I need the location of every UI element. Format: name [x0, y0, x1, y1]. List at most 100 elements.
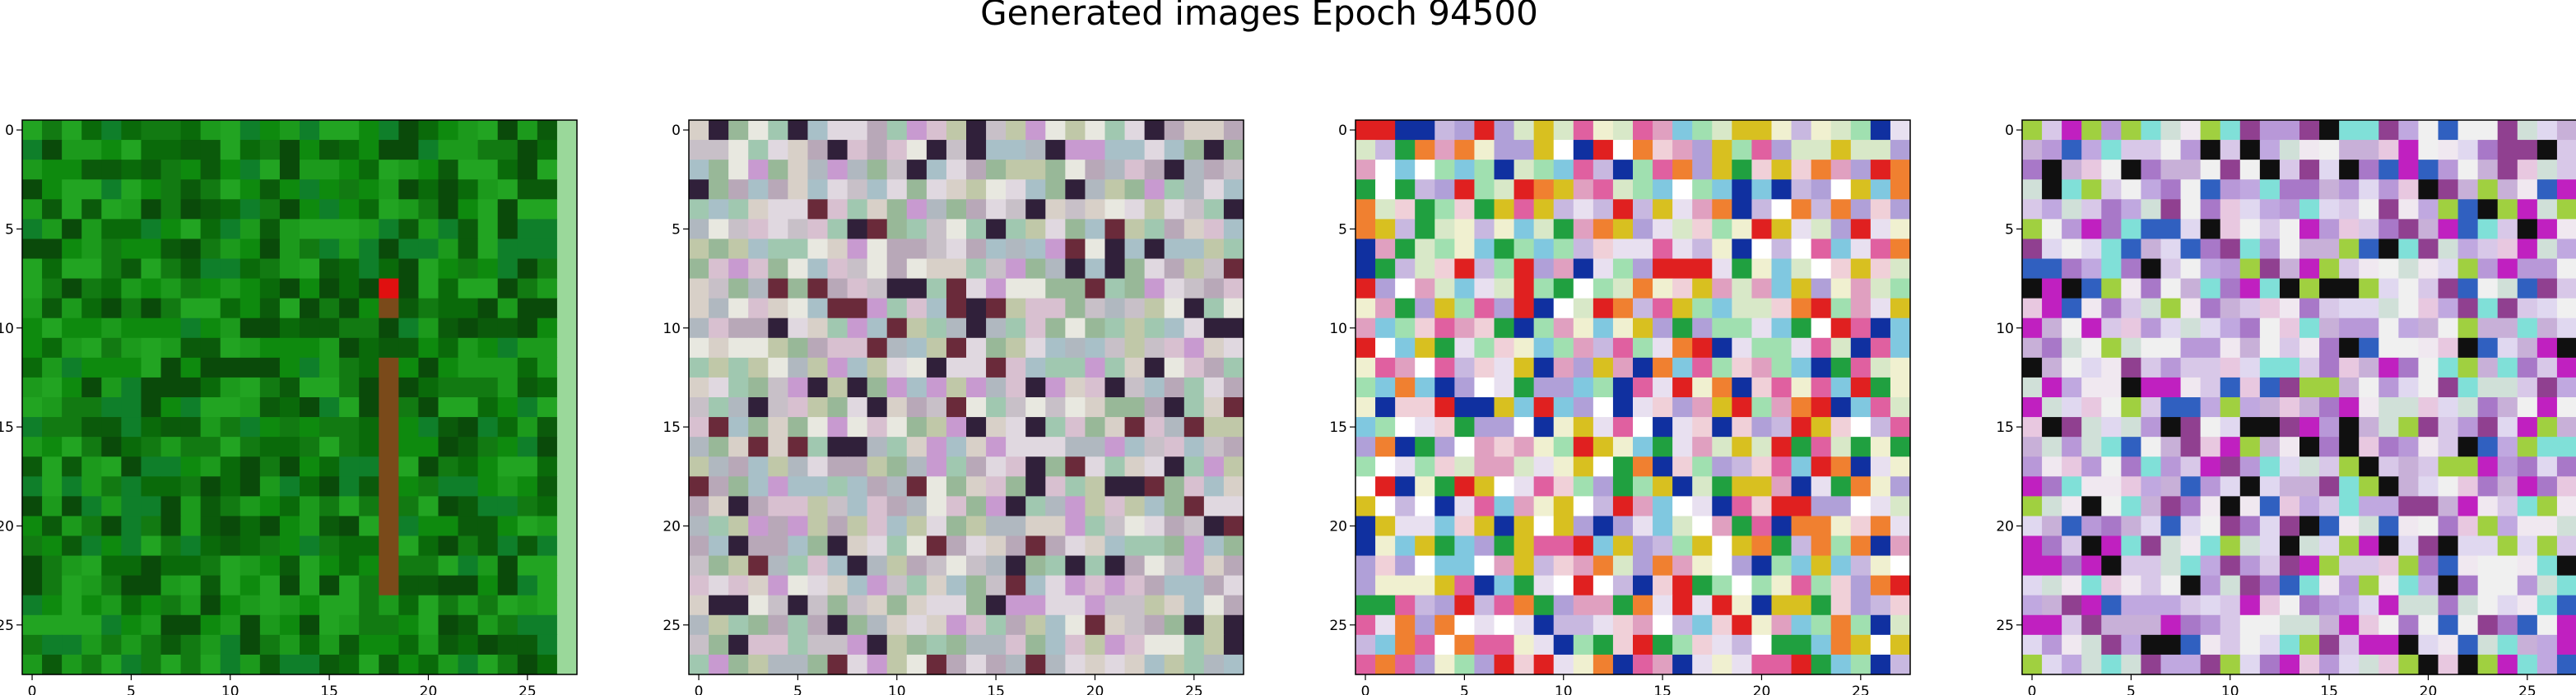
pixel-cell — [1025, 614, 1046, 636]
pixel-cell — [2398, 239, 2420, 260]
pixel-cell — [1811, 298, 1832, 319]
pixel-cell — [1375, 456, 1396, 477]
pixel-cell — [319, 437, 340, 457]
pixel-cell — [1890, 239, 1911, 260]
pixel-cell — [398, 140, 420, 160]
pixel-cell — [2101, 437, 2122, 457]
pixel-cell — [1791, 179, 1812, 200]
pixel-cell — [1223, 397, 1244, 418]
pixel-cell — [2457, 496, 2479, 517]
pixel-cell — [477, 397, 499, 418]
pixel-cell — [1223, 120, 1244, 141]
pixel-cell — [220, 496, 241, 517]
pixel-cell — [1870, 417, 1891, 438]
pixel-cell — [2042, 575, 2062, 596]
pixel-cell — [906, 179, 928, 200]
pixel-cell — [1434, 456, 1455, 477]
pixel-cell — [42, 476, 63, 497]
pixel-cell — [1850, 298, 1872, 319]
pixel-cell — [22, 575, 43, 596]
pixel-cell — [867, 555, 888, 577]
pixel-cell — [2220, 476, 2241, 497]
pixel-cell — [2259, 377, 2281, 398]
pixel-cell — [2556, 437, 2576, 457]
pixel-cell — [689, 140, 709, 160]
pixel-cell — [1732, 417, 1753, 438]
pixel-cell — [728, 516, 749, 537]
pixel-cell — [2141, 160, 2162, 180]
pixel-cell — [279, 476, 300, 497]
pixel-cell — [42, 654, 63, 675]
pixel-cell — [22, 219, 43, 240]
pixel-cell — [2398, 476, 2420, 497]
pixel-cell — [2319, 317, 2340, 339]
pixel-cell — [1633, 654, 1653, 675]
pixel-cell — [966, 535, 987, 557]
pixel-cell — [537, 258, 558, 280]
pixel-cell — [1454, 654, 1476, 675]
pixel-cell — [1553, 575, 1574, 596]
pixel-cell — [101, 634, 122, 656]
pixel-cell — [1006, 179, 1026, 200]
y-tick-label: 25 — [0, 618, 14, 634]
pixel-cell — [1183, 614, 1205, 636]
pixel-cell — [1375, 496, 1396, 517]
pixel-cell — [847, 437, 868, 457]
pixel-cell — [728, 437, 749, 457]
pixel-cell — [807, 160, 829, 180]
pixel-cell — [768, 179, 788, 200]
pixel-cell — [2062, 634, 2082, 656]
pixel-cell — [1890, 575, 1911, 596]
pixel-cell — [1791, 535, 1812, 557]
pixel-cell — [438, 298, 459, 319]
pixel-cell — [886, 337, 908, 359]
pixel-cell — [2022, 199, 2043, 220]
pixel-cell — [259, 278, 281, 299]
pixel-cell — [1751, 179, 1773, 200]
pixel-cell — [339, 298, 360, 319]
pixel-cell — [2517, 317, 2538, 339]
pixel-cell — [2536, 634, 2558, 656]
pixel-cell — [62, 535, 82, 557]
pixel-cell — [2022, 160, 2043, 180]
pixel-cell — [200, 199, 221, 220]
pixel-cell — [2378, 437, 2399, 457]
pixel-cell — [966, 258, 987, 280]
pixel-cell — [728, 614, 749, 636]
pixel-cell — [1045, 535, 1066, 557]
pixel-cell — [807, 120, 829, 141]
pixel-cell — [827, 535, 849, 557]
pixel-cell — [42, 120, 63, 141]
pixel-cell — [2180, 595, 2202, 616]
pixel-cell — [1494, 417, 1515, 438]
pixel-cell — [2279, 239, 2300, 260]
pixel-cell — [1124, 219, 1146, 240]
pixel-cell — [788, 437, 809, 457]
pixel-cell — [966, 337, 987, 359]
pixel-cell — [1375, 654, 1396, 675]
pixel-cell — [1612, 140, 1634, 160]
pixel-cell — [2220, 634, 2241, 656]
pixel-cell — [926, 614, 947, 636]
pixel-cell — [438, 614, 459, 636]
pixel-cell — [398, 555, 420, 577]
pixel-cell — [279, 337, 300, 359]
pixel-cell — [1712, 258, 1732, 280]
pixel-cell — [1692, 239, 1713, 260]
pixel-cell — [1653, 516, 1673, 537]
pixel-cell — [886, 239, 908, 260]
pixel-cell — [477, 258, 499, 280]
pixel-cell — [2200, 140, 2221, 160]
pixel-cell — [319, 377, 340, 398]
pixel-cell — [1712, 654, 1732, 675]
pixel-cell — [2299, 317, 2320, 339]
pixel-cell — [1830, 535, 1852, 557]
pixel-cell — [867, 456, 888, 477]
pixel-cell — [180, 219, 202, 240]
pixel-cell — [2457, 357, 2479, 378]
pixel-cell — [2022, 456, 2043, 477]
pixel-cell — [1355, 258, 1376, 280]
pixel-cell — [2200, 317, 2221, 339]
x-tick-label: 20 — [420, 683, 438, 695]
pixel-cell — [807, 595, 829, 616]
